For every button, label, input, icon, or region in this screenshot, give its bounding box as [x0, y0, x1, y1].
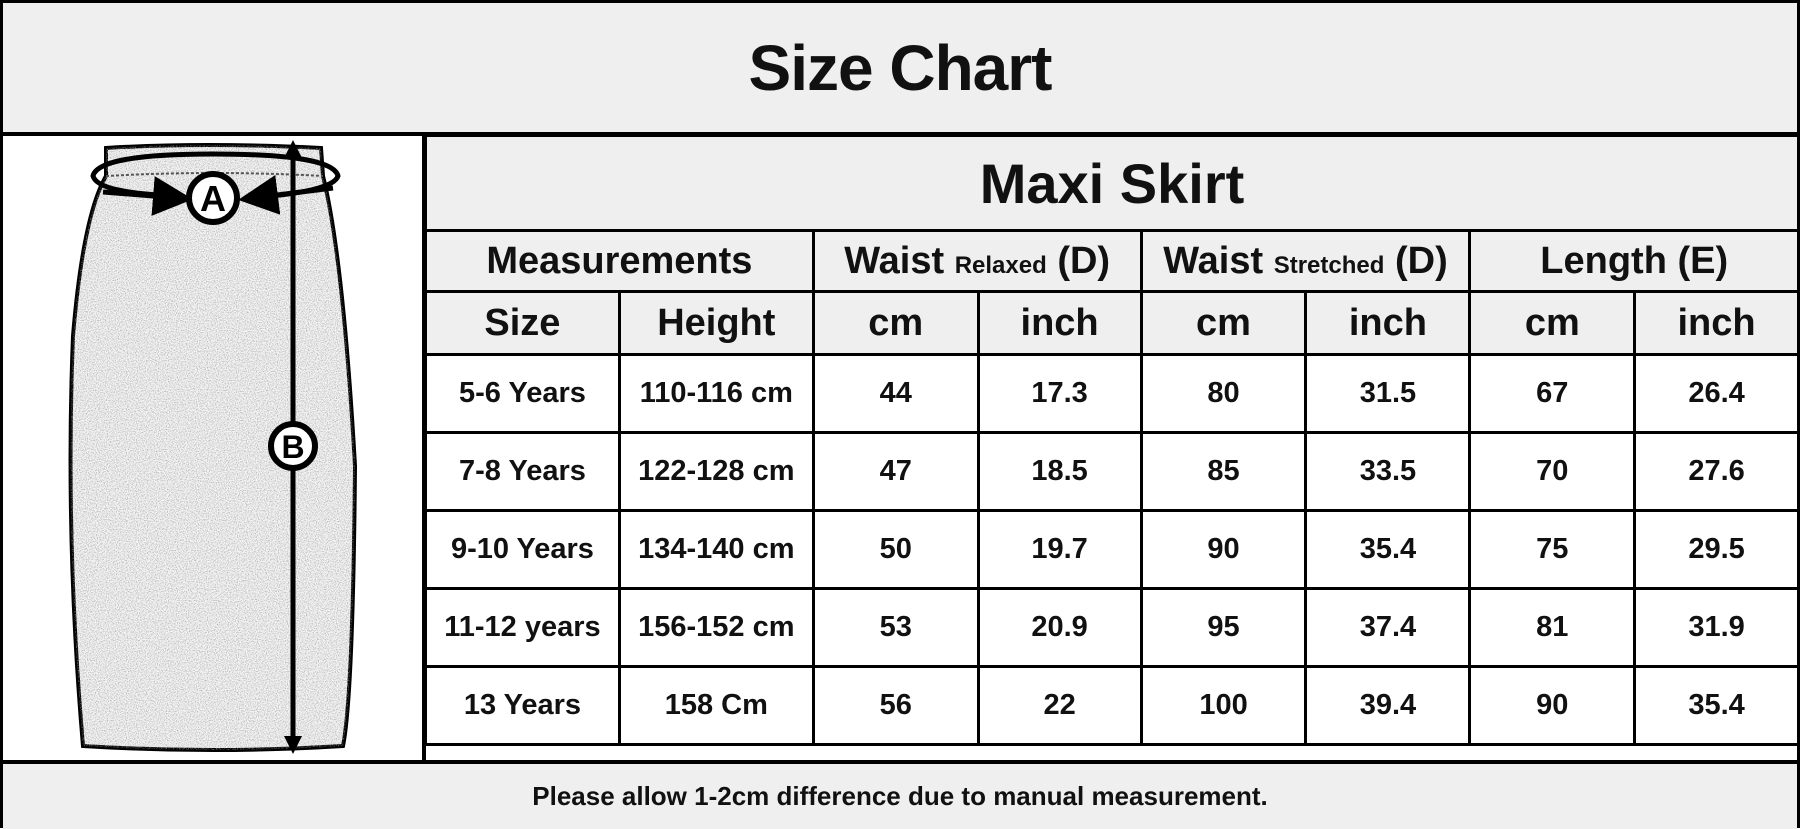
label-a: A [200, 178, 226, 219]
subheader-cell: Size [424, 290, 621, 356]
header-waist-relaxed: Waist Relaxed (D) [811, 229, 1143, 293]
header-code: (D) [1394, 239, 1448, 282]
header-measurements: Measurements [424, 229, 815, 293]
table-cell: 35.4 [1633, 665, 1800, 746]
table-cell: 90 [1139, 509, 1308, 590]
subheader-cell: cm [1468, 290, 1637, 356]
table-cell: 44 [811, 353, 980, 434]
table-cell: 110-116 cm [617, 353, 815, 434]
table-cell: 19.7 [976, 509, 1143, 590]
table-cell: 47 [811, 431, 980, 512]
table-cell: 75 [1468, 509, 1637, 590]
waist-arrow-icon [90, 151, 341, 201]
table-cell: 20.9 [976, 587, 1143, 668]
table-cell: 53 [811, 587, 980, 668]
table-cell: 35.4 [1304, 509, 1472, 590]
table-cell: 39.4 [1304, 665, 1472, 746]
page-title: Size Chart [3, 3, 1797, 136]
subheader-cell: inch [1633, 290, 1800, 356]
table-cell: 67 [1468, 353, 1637, 434]
table-cell: 9-10 Years [424, 509, 621, 590]
header-waist-stretched: Waist Stretched (D) [1139, 229, 1472, 293]
header-text: Waist [1163, 239, 1264, 282]
table-cell: 134-140 cm [617, 509, 815, 590]
label-b: B [281, 429, 304, 465]
table-cell: 85 [1139, 431, 1308, 512]
table-cell: 80 [1139, 353, 1308, 434]
table-cell: 18.5 [976, 431, 1143, 512]
size-table: Maxi Skirt Measurements Waist Relaxed (D… [424, 134, 1800, 746]
table-cell: 122-128 cm [617, 431, 815, 512]
table-cell: 90 [1468, 665, 1637, 746]
table-cell: 50 [811, 509, 980, 590]
subheader-cell: inch [976, 290, 1143, 356]
table-row: 11-12 years 156-152 cm 53 20.9 95 37.4 81 31.9 [424, 587, 1800, 668]
table-cell: 100 [1139, 665, 1308, 746]
table-cell: 26.4 [1633, 353, 1800, 434]
table-cell: 81 [1468, 587, 1637, 668]
subheader-cell: cm [1139, 290, 1308, 356]
table-cell: 31.5 [1304, 353, 1472, 434]
header-subtext: Relaxed [954, 251, 1047, 279]
table-cell: 22 [976, 665, 1143, 746]
header-code: (D) [1057, 239, 1111, 282]
subheader-cell: inch [1304, 290, 1472, 356]
table-cell: 33.5 [1304, 431, 1472, 512]
subheader-cell: cm [811, 290, 980, 356]
table-cell: 11-12 years [424, 587, 621, 668]
subheader-cell: Height [617, 290, 815, 356]
table-cell: 29.5 [1633, 509, 1800, 590]
header-length: Length (E) [1468, 229, 1800, 293]
table-cell: 158 Cm [617, 665, 815, 746]
table-cell: 13 Years [424, 665, 621, 746]
table-cell: 5-6 Years [424, 353, 621, 434]
table-row: 5-6 Years 110-116 cm 44 17.3 80 31.5 67 26.4 [424, 353, 1800, 434]
table-cell: 95 [1139, 587, 1308, 668]
skirt-illustration: A B [68, 140, 358, 754]
table-row: 13 Years 158 Cm 56 22 100 39.4 90 35.4 [424, 665, 1800, 746]
table-cell: 17.3 [976, 353, 1143, 434]
footer-note: Please allow 1-2cm difference due to man… [3, 760, 1797, 829]
table-cell: 31.9 [1633, 587, 1800, 668]
table-row: 7-8 Years 122-128 cm 47 18.5 85 33.5 70 27.6 [424, 431, 1800, 512]
table-cell: 156-152 cm [617, 587, 815, 668]
product-name: Maxi Skirt [424, 134, 1800, 232]
table-cell: 27.6 [1633, 431, 1800, 512]
table-cell: 37.4 [1304, 587, 1472, 668]
table-cell: 7-8 Years [424, 431, 621, 512]
header-text: Waist [844, 239, 945, 282]
header-subtext: Stretched [1273, 251, 1385, 279]
table-cell: 56 [811, 665, 980, 746]
table-row: 9-10 Years 134-140 cm 50 19.7 90 35.4 75 29.5 [424, 509, 1800, 590]
table-cell: 70 [1468, 431, 1637, 512]
skirt-diagram: A B [3, 136, 426, 760]
